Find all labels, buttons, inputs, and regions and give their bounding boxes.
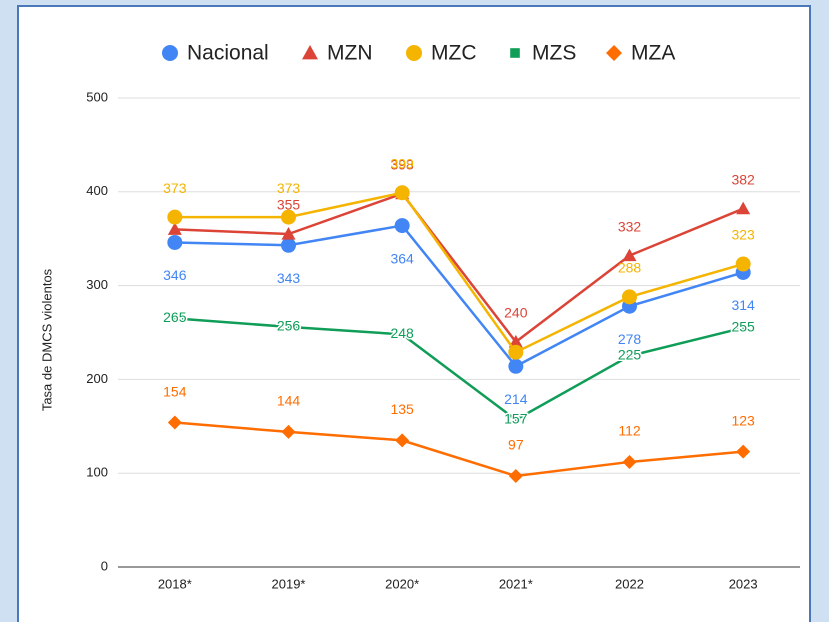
data-label: 364 (390, 250, 414, 266)
x-tick-label: 2022 (615, 576, 644, 591)
chart-frame (17, 5, 811, 622)
series-line (174, 317, 744, 422)
point (622, 454, 637, 469)
data-label: 225 (618, 347, 642, 363)
data-label: 346 (163, 267, 187, 283)
point (508, 344, 524, 360)
legend-item: MZC (406, 42, 477, 65)
legend-label: MZC (431, 42, 477, 65)
point (281, 209, 296, 225)
point (508, 334, 523, 348)
x-tick-label: 2023 (729, 576, 758, 591)
point (286, 324, 291, 330)
x-tick-label: 2019* (272, 576, 306, 591)
data-label: 314 (731, 297, 755, 313)
data-label: 343 (277, 270, 301, 286)
data-label: 123 (731, 412, 755, 428)
y-axis-label: Tasa de DMCS violentos (39, 268, 54, 411)
data-label: 323 (731, 227, 755, 243)
data-label: 373 (277, 180, 301, 196)
data-label: 135 (390, 401, 414, 417)
legend-label: MZN (327, 42, 373, 65)
legend-label: MZS (532, 42, 576, 65)
point (167, 222, 182, 235)
series-line (174, 191, 744, 354)
data-label: 97 (508, 437, 524, 453)
point (394, 185, 410, 201)
data-label: 157 (504, 410, 528, 426)
point (735, 256, 751, 272)
point (627, 353, 632, 359)
point (740, 325, 746, 331)
y-tick-label: 500 (86, 89, 108, 104)
data-label: 355 (277, 197, 301, 213)
legend-label: Nacional (187, 42, 269, 65)
point (281, 424, 296, 439)
point (736, 444, 751, 459)
data-label: 256 (277, 318, 301, 334)
x-tick-label: 2020* (385, 576, 419, 591)
data-label: 332 (618, 218, 642, 234)
x-tick-label: 2018* (158, 576, 192, 591)
point (172, 316, 178, 321)
legend-label: MZA (631, 42, 675, 65)
legend-marker (510, 48, 520, 58)
point (167, 415, 182, 430)
data-label: 240 (504, 305, 528, 321)
legend-marker (302, 45, 318, 60)
y-tick-label: 100 (86, 465, 108, 480)
series-line (174, 421, 744, 478)
point (167, 234, 183, 250)
point (281, 227, 296, 240)
data-label: 112 (618, 423, 641, 439)
legend-item: MZS (510, 42, 576, 65)
legend-item: MZN (302, 42, 373, 65)
data-label: 399 (390, 155, 414, 171)
legend-marker (406, 45, 422, 61)
series-line (174, 192, 744, 344)
y-tick-label: 400 (86, 183, 108, 198)
y-tick-label: 0 (101, 558, 108, 573)
data-label: 154 (163, 383, 187, 399)
point (622, 289, 637, 305)
data-label: 255 (731, 319, 755, 335)
data-label: 278 (618, 331, 642, 347)
y-tick-label: 300 (86, 277, 108, 292)
data-label: 265 (163, 309, 187, 325)
point (508, 469, 523, 484)
point (399, 331, 405, 337)
point (395, 433, 410, 448)
point (736, 201, 751, 215)
legend-item: MZA (606, 42, 675, 65)
point (281, 237, 296, 253)
point (394, 218, 410, 234)
point (513, 417, 519, 423)
data-label: 373 (163, 180, 187, 196)
data-label: 214 (504, 391, 528, 407)
data-label: 144 (277, 393, 301, 409)
data-label: 382 (731, 171, 755, 187)
data-label: 398 (390, 156, 414, 172)
point (622, 248, 637, 262)
x-tick-label: 2021* (499, 576, 533, 591)
y-tick-label: 200 (86, 371, 108, 386)
data-label: 248 (390, 325, 414, 341)
legend-marker (162, 45, 178, 61)
data-label: 288 (618, 260, 642, 276)
legend-marker (606, 45, 622, 61)
point (508, 358, 524, 374)
point (167, 209, 183, 225)
legend-item: Nacional (162, 42, 269, 65)
series-line (174, 224, 744, 368)
